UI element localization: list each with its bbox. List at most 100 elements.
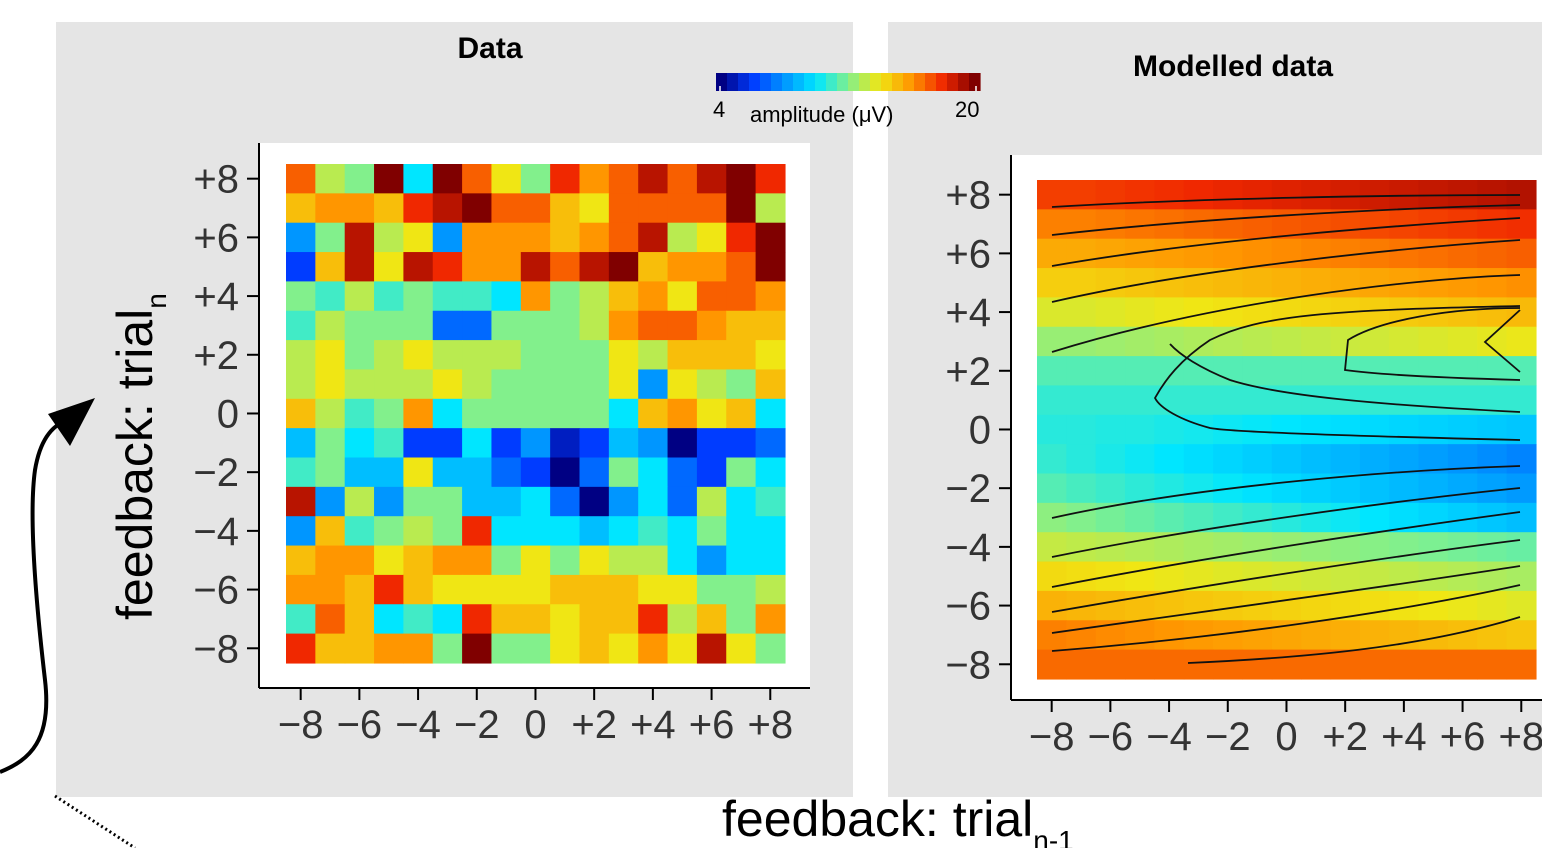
heatmap-cell [579, 604, 610, 635]
heatmap-cell [726, 252, 757, 282]
heatmap-cell [726, 340, 757, 371]
contour-line [1051, 565, 1521, 634]
heatmap-cell [638, 428, 669, 459]
heatmap-cell [1037, 180, 1067, 210]
heatmap-cell [286, 457, 316, 488]
heatmap-cell [638, 369, 669, 400]
heatmap-cell [1447, 356, 1478, 387]
heatmap-cell [1213, 590, 1244, 621]
heatmap-cell [374, 633, 404, 664]
heatmap-cell [1037, 356, 1067, 387]
heatmap-cell [696, 252, 727, 282]
heatmap-cell [755, 428, 786, 459]
heatmap-cell [432, 222, 463, 253]
heatmap-cell [726, 193, 757, 224]
heatmap-cell [491, 281, 522, 312]
contour-line [1169, 343, 1521, 413]
heatmap-cell [1242, 620, 1273, 651]
heatmap-cell [550, 633, 581, 664]
heatmap-cell [550, 369, 581, 400]
ticks-modelled: −8 −8 −6 −6 −4 −4 −2 −2 0 0 +2 +2 +4 +4 +6 +6 +8 +8 [945, 174, 1542, 759]
heatmap-data [286, 164, 786, 664]
heatmap-cell [344, 369, 375, 400]
heatmap-cell [550, 604, 581, 635]
contour-line [1483, 309, 1521, 373]
heatmap-cell [1418, 326, 1449, 357]
heatmap-cell [374, 516, 404, 547]
heatmap-cell [1447, 620, 1478, 651]
heatmap-cell [696, 222, 727, 253]
heatmap-cell [1359, 620, 1390, 651]
heatmap-cell [1066, 620, 1097, 651]
heatmap-cell [579, 516, 610, 547]
heatmap-cell [550, 164, 581, 194]
heatmap-cell [1125, 649, 1155, 680]
heatmap-cell [550, 252, 581, 282]
heatmap-cell [1125, 297, 1155, 328]
contour-line [1187, 616, 1521, 664]
heatmap-cell [374, 486, 404, 517]
heatmap-cell [344, 398, 375, 429]
panel-title-data: Data [457, 32, 522, 65]
contour-line [1051, 204, 1521, 236]
heatmap-cell [1183, 414, 1214, 445]
heatmap-cell [344, 222, 375, 253]
heatmap-cell [667, 281, 698, 312]
heatmap-cell [462, 252, 493, 282]
y-axis-title: feedback: trialn [107, 293, 172, 620]
heatmap-cell [1359, 385, 1390, 416]
heatmap-cell [315, 164, 346, 194]
x-tick-label: −6 [1088, 715, 1134, 759]
colorbar-segment [936, 73, 948, 91]
heatmap-cell [1271, 590, 1302, 621]
x-tick-label: 0 [524, 703, 546, 747]
heatmap-cell [1095, 326, 1126, 357]
heatmap-cell [286, 164, 316, 194]
heatmap-cell [432, 193, 463, 224]
heatmap-cell [755, 457, 786, 488]
heatmap-cell [286, 281, 316, 312]
heatmap-cell [755, 398, 786, 429]
heatmap-cell [1506, 385, 1537, 416]
heatmap-cell [1242, 444, 1273, 475]
heatmap-cell [550, 457, 581, 488]
colorbar-segment [771, 73, 783, 91]
heatmap-cell [286, 545, 316, 576]
heatmap-cell [1066, 414, 1097, 445]
heatmap-cell [1095, 473, 1126, 504]
heatmap-cell [1271, 414, 1302, 445]
heatmap-cell [1359, 209, 1390, 240]
heatmap-cell [1154, 268, 1185, 298]
x-tick-label: −8 [1029, 715, 1075, 759]
heatmap-cell [1242, 532, 1273, 563]
heatmap-cell [1242, 326, 1273, 357]
heatmap-cell [1506, 297, 1537, 328]
heatmap-cell [1418, 414, 1449, 445]
heatmap-cell [550, 310, 581, 341]
heatmap-cell [344, 516, 375, 547]
heatmap-cell [1154, 414, 1185, 445]
heatmap-cell [432, 340, 463, 371]
heatmap-cell [286, 369, 316, 400]
contour-line [1051, 511, 1521, 588]
heatmap-cell [726, 457, 757, 488]
heatmap-cell [1213, 649, 1244, 680]
heatmap-cell [491, 222, 522, 253]
x-axis-title-subscript: n-1 [1033, 825, 1073, 848]
heatmap-cell [344, 486, 375, 517]
heatmap-cell [1154, 356, 1185, 387]
heatmap-cell [726, 486, 757, 517]
heatmap-cell [374, 252, 404, 282]
heatmap-cell [491, 369, 522, 400]
x-tick-label: +8 [747, 703, 793, 747]
heatmap-cell [1301, 297, 1332, 328]
heatmap-cell [638, 516, 669, 547]
x-tick-label: −4 [1146, 715, 1192, 759]
heatmap-cell [579, 164, 610, 194]
heatmap-cell [344, 310, 375, 341]
heatmap-cell [1242, 238, 1273, 269]
heatmap-cell [667, 398, 698, 429]
heatmap-cell [315, 340, 346, 371]
heatmap-cell [1506, 502, 1537, 533]
heatmap-cell [579, 574, 610, 605]
